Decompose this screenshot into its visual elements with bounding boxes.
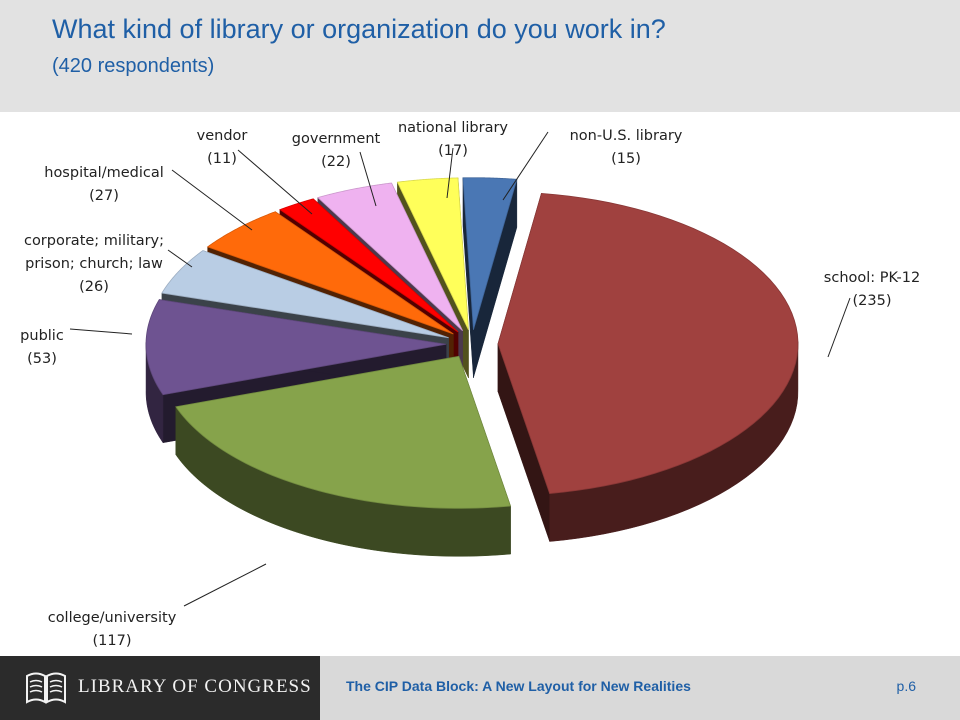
leader-line-government bbox=[359, 151, 377, 207]
footer-caption: The CIP Data Block: A New Layout for New… bbox=[346, 678, 691, 694]
data-label-corporate-military-prison-church-law: corporate; military; prison; church; law (… bbox=[24, 233, 164, 295]
data-label-line: (235) bbox=[853, 293, 892, 309]
data-label-hospital-medical: hospital/medical (27) bbox=[44, 165, 164, 204]
data-label-line: college/university bbox=[48, 610, 177, 626]
data-label-school-pk-12: school: PK-12 (235) bbox=[824, 270, 920, 309]
page-number: p.6 bbox=[896, 678, 916, 694]
data-label-line: (53) bbox=[27, 351, 57, 367]
data-label-college-university: college/university (117) bbox=[48, 610, 177, 649]
footer: LIBRARY OF CONGRESS The CIP Data Block: … bbox=[0, 656, 960, 720]
data-label-line: (22) bbox=[321, 154, 351, 170]
leader-line-hospital-medical bbox=[171, 169, 253, 231]
data-label-line: prison; church; law bbox=[25, 256, 163, 272]
title-band: What kind of library or organization do … bbox=[0, 0, 960, 112]
footer-logo-panel: LIBRARY OF CONGRESS bbox=[0, 656, 320, 720]
pie-slice-non-u-s-library bbox=[462, 177, 518, 378]
slide-title: What kind of library or organization do … bbox=[52, 14, 666, 44]
data-label-public: public (53) bbox=[20, 328, 64, 367]
data-label-line: public bbox=[20, 328, 64, 344]
leader-line-public bbox=[69, 328, 133, 335]
leader-line-vendor bbox=[237, 149, 313, 215]
data-label-national-library: national library (17) bbox=[398, 120, 508, 159]
logo-text: LIBRARY OF CONGRESS bbox=[78, 676, 312, 697]
data-label-line: non-U.S. library bbox=[570, 128, 683, 144]
data-label-line: hospital/medical bbox=[44, 165, 164, 181]
data-label-line: (27) bbox=[89, 188, 119, 204]
data-label-line: government bbox=[292, 131, 381, 147]
leader-line-national-library bbox=[446, 147, 454, 199]
leader-line-college-university bbox=[183, 563, 267, 607]
pie-chart: non-U.S. library (15) school: PK-12 (235) co… bbox=[20, 120, 920, 649]
data-label-government: government (22) bbox=[292, 131, 381, 170]
pie-slice-college-university bbox=[175, 355, 512, 557]
data-label-line: (117) bbox=[93, 633, 132, 649]
data-label-line: (26) bbox=[79, 279, 109, 295]
leader-line-non-u-s-library bbox=[502, 131, 549, 201]
data-label-line: (11) bbox=[207, 151, 237, 167]
footer-caption-panel bbox=[320, 656, 960, 720]
library-of-congress-logo-icon bbox=[26, 672, 66, 704]
pie-slice-school-pk-12 bbox=[497, 192, 799, 542]
data-label-line: school: PK-12 bbox=[824, 270, 920, 286]
data-label-line: national library bbox=[398, 120, 508, 136]
slide-subtitle: (420 respondents) bbox=[52, 55, 215, 77]
data-label-line: (15) bbox=[611, 151, 641, 167]
data-label-line: corporate; military; bbox=[24, 233, 164, 249]
data-label-line: vendor bbox=[197, 128, 248, 144]
data-label-line: (17) bbox=[438, 143, 468, 159]
data-label-non-u-s-library: non-U.S. library (15) bbox=[570, 128, 683, 167]
data-label-vendor: vendor (11) bbox=[197, 128, 248, 167]
leader-line-corporate-military-prison-church-law bbox=[167, 249, 193, 268]
leader-line-school-pk-12 bbox=[827, 297, 851, 358]
